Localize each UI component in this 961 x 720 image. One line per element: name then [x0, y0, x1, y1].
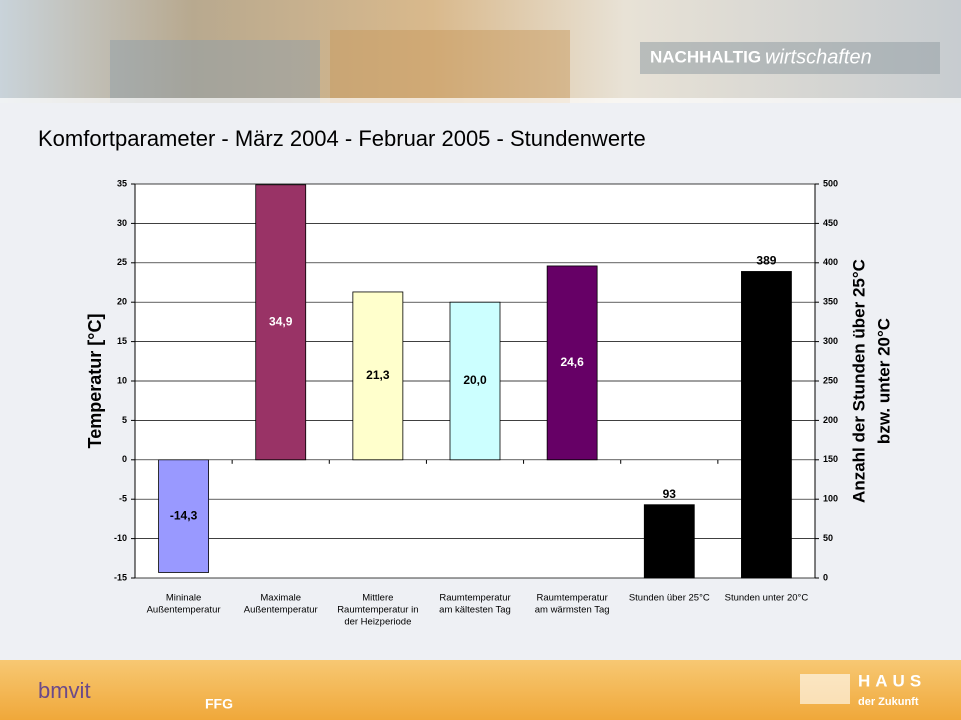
y2-axis-title: bzw. unter 20°C	[874, 318, 893, 444]
footer-logo-right-sub: der Zukunft	[858, 696, 919, 708]
y2-tick-label: 100	[823, 494, 838, 504]
y-tick-label: 35	[117, 178, 127, 188]
y2-tick-label: 450	[823, 218, 838, 228]
value-label: 389	[756, 254, 776, 268]
y2-tick-label: 50	[823, 533, 833, 543]
x-tick-label: Außentemperatur	[244, 605, 318, 616]
logo-italic: wirtschaften	[765, 46, 872, 68]
y2-tick-label: 200	[823, 415, 838, 425]
x-tick-label: am kältesten Tag	[439, 605, 511, 616]
footer-house-icon	[800, 674, 850, 704]
x-tick-label: am wärmsten Tag	[535, 605, 610, 616]
x-tick-label: Stunden unter 20°C	[725, 593, 809, 604]
y2-tick-label: 350	[823, 297, 838, 307]
header-window	[110, 40, 320, 103]
x-tick-label: Raumtemperatur	[537, 593, 608, 604]
y-tick-label: -5	[119, 494, 127, 504]
x-tick-label: der Heizperiode	[344, 617, 411, 628]
logo-bold: NACHHALTIG	[650, 47, 761, 66]
y-tick-label: 5	[122, 415, 127, 425]
footer-logo-left: bmvit	[38, 678, 91, 703]
x-tick-label: Raumtemperatur in	[337, 605, 418, 616]
y2-tick-label: 300	[823, 336, 838, 346]
value-label: -14,3	[170, 508, 198, 522]
y2-tick-label: 150	[823, 454, 838, 464]
value-label: 34,9	[269, 314, 293, 328]
chart-title: Komfortparameter - März 2004 - Februar 2…	[38, 126, 646, 151]
value-label: 93	[663, 487, 677, 501]
x-tick-label: Mittlere	[362, 593, 393, 604]
bar	[741, 271, 791, 578]
y2-tick-label: 500	[823, 178, 838, 188]
footer-logo-mid: FFG	[205, 696, 233, 712]
slide: NACHHALTIG wirtschaften Komfortparameter…	[0, 0, 961, 720]
x-tick-label: Maximale	[260, 593, 301, 604]
x-tick-label: Mininale	[166, 593, 201, 604]
y-axis-title: Temperatur [°C]	[85, 314, 105, 449]
y-tick-label: -15	[114, 572, 127, 582]
bar	[644, 505, 694, 578]
value-label: 20,0	[463, 373, 487, 387]
y-tick-label: -10	[114, 533, 127, 543]
x-tick-label: Stunden über 25°C	[629, 593, 710, 604]
footer-logo-right: HAUS	[858, 671, 926, 690]
y2-tick-label: 250	[823, 375, 838, 385]
y-tick-label: 10	[117, 375, 127, 385]
y-tick-label: 30	[117, 218, 127, 228]
header-wall	[330, 30, 570, 103]
x-tick-label: Raumtemperatur	[439, 593, 510, 604]
x-tick-label: Außentemperatur	[147, 605, 221, 616]
y2-tick-label: 400	[823, 257, 838, 267]
y2-axis-title: Anzahl der Stunden über 25°C	[849, 259, 868, 503]
y-tick-label: 20	[117, 297, 127, 307]
y-tick-label: 0	[122, 454, 127, 464]
y-tick-label: 25	[117, 257, 127, 267]
header-edge	[0, 98, 961, 103]
y-tick-label: 15	[117, 336, 127, 346]
y2-tick-label: 0	[823, 572, 828, 582]
page: {"header": {"logo_bold": "NACHHALTIG", "…	[0, 0, 961, 720]
value-label: 24,6	[560, 355, 584, 369]
value-label: 21,3	[366, 368, 390, 382]
